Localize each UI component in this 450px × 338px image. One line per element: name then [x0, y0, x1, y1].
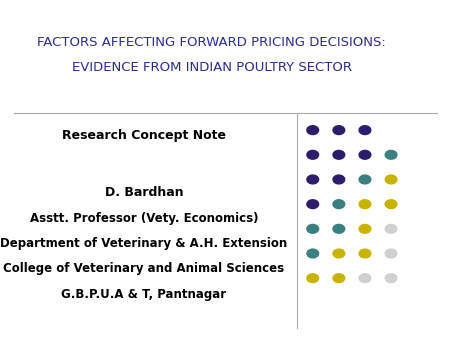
Circle shape [307, 175, 319, 184]
Circle shape [359, 150, 371, 159]
Text: Asstt. Professor (Vety. Economics): Asstt. Professor (Vety. Economics) [30, 212, 258, 224]
Circle shape [385, 150, 397, 159]
Circle shape [385, 175, 397, 184]
Text: G.B.P.U.A & T, Pantnagar: G.B.P.U.A & T, Pantnagar [62, 288, 226, 300]
Circle shape [333, 249, 345, 258]
Circle shape [333, 150, 345, 159]
Circle shape [333, 200, 345, 209]
Circle shape [333, 126, 345, 135]
Circle shape [307, 224, 319, 233]
Circle shape [385, 200, 397, 209]
Circle shape [307, 150, 319, 159]
Circle shape [385, 224, 397, 233]
Circle shape [307, 249, 319, 258]
Text: D. Bardhan: D. Bardhan [105, 186, 183, 199]
Circle shape [359, 175, 371, 184]
Circle shape [359, 200, 371, 209]
Circle shape [359, 224, 371, 233]
Circle shape [307, 126, 319, 135]
Text: Department of Veterinary & A.H. Extension: Department of Veterinary & A.H. Extensio… [0, 237, 288, 250]
Circle shape [359, 126, 371, 135]
Circle shape [385, 274, 397, 283]
Circle shape [385, 249, 397, 258]
Circle shape [333, 175, 345, 184]
Text: FACTORS AFFECTING FORWARD PRICING DECISIONS:: FACTORS AFFECTING FORWARD PRICING DECISI… [37, 36, 386, 49]
Text: Research Concept Note: Research Concept Note [62, 129, 226, 142]
Circle shape [307, 274, 319, 283]
Text: College of Veterinary and Animal Sciences: College of Veterinary and Animal Science… [4, 262, 284, 275]
Circle shape [359, 274, 371, 283]
Circle shape [333, 274, 345, 283]
Circle shape [307, 200, 319, 209]
Circle shape [333, 224, 345, 233]
Circle shape [359, 249, 371, 258]
Text: EVIDENCE FROM INDIAN POULTRY SECTOR: EVIDENCE FROM INDIAN POULTRY SECTOR [72, 61, 351, 74]
